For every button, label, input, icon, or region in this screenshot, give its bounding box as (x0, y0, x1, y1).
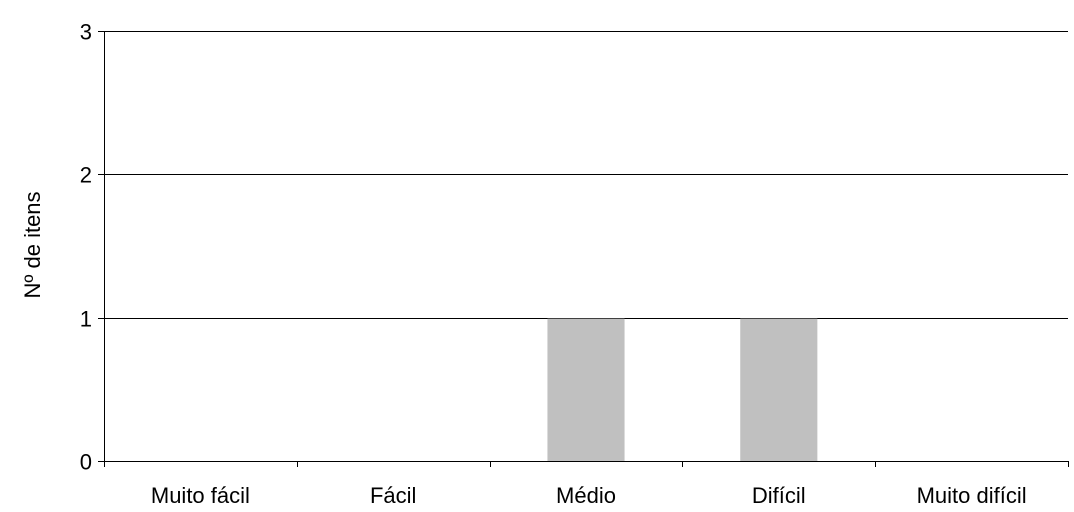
y-tick-label: 1 (80, 307, 92, 332)
gridlines (104, 31, 1068, 319)
y-tick-label: 0 (80, 450, 92, 475)
x-tick-label: Difícil (752, 483, 806, 508)
y-tick-labels: 0 1 2 3 (80, 20, 92, 475)
x-tick-label: Fácil (370, 483, 416, 508)
y-axis-label: Nº de itens (20, 191, 45, 298)
y-tick-label: 2 (80, 163, 92, 188)
y-tick-label: 3 (80, 20, 92, 45)
axes (98, 31, 1069, 467)
x-tick-label: Médio (556, 483, 616, 508)
x-tick-label: Muito difícil (917, 483, 1027, 508)
x-tick-labels: Muito fácil Fácil Médio Difícil Muito difíci… (151, 483, 1027, 508)
bar (740, 318, 818, 461)
x-tick-label: Muito fácil (151, 483, 250, 508)
bar (547, 318, 625, 461)
bars (547, 318, 818, 461)
